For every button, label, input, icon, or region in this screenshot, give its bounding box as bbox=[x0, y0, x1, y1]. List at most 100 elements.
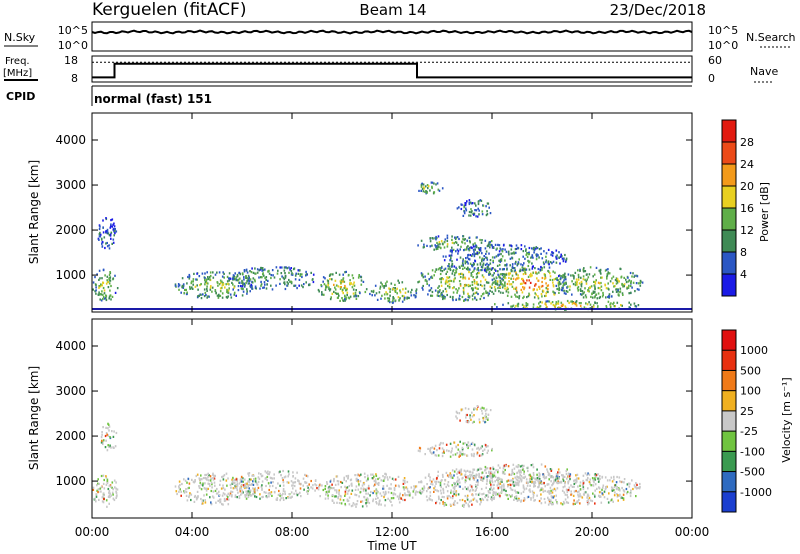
echo-cell bbox=[437, 243, 439, 246]
echo-cell bbox=[345, 270, 347, 273]
echo-cell bbox=[479, 256, 481, 259]
echo-cell bbox=[106, 481, 109, 485]
echo-cell bbox=[476, 252, 479, 255]
echo-cell bbox=[261, 480, 264, 483]
echo-cell bbox=[614, 305, 616, 308]
echo-cell bbox=[399, 291, 402, 294]
echo-cell bbox=[492, 467, 495, 471]
echo-cell bbox=[543, 263, 545, 266]
echo-cell bbox=[428, 278, 430, 281]
echo-cell bbox=[487, 265, 489, 268]
echo-cell bbox=[102, 268, 105, 271]
echo-cell bbox=[451, 484, 454, 487]
echo-cell bbox=[460, 408, 463, 411]
echo-cell bbox=[352, 502, 355, 505]
echo-cell bbox=[240, 485, 243, 488]
echo-cell bbox=[486, 494, 489, 497]
echo-cell bbox=[200, 488, 203, 491]
echo-cell bbox=[461, 449, 464, 452]
echo-cell bbox=[455, 236, 457, 239]
echo-cell bbox=[458, 455, 460, 458]
echo-cell bbox=[253, 278, 256, 281]
echo-cell bbox=[174, 485, 177, 488]
echo-cell bbox=[233, 293, 236, 296]
echo-cell bbox=[350, 505, 353, 508]
echo-cell bbox=[499, 482, 502, 485]
echo-cell bbox=[182, 283, 185, 286]
echo-cell bbox=[517, 482, 520, 485]
echo-cell bbox=[328, 486, 330, 489]
echo-cell bbox=[464, 298, 467, 301]
echo-cell bbox=[464, 473, 467, 476]
echo-cell bbox=[379, 287, 381, 290]
echo-cell bbox=[577, 278, 580, 281]
echo-cell bbox=[109, 289, 111, 292]
echo-cell bbox=[497, 476, 500, 479]
echo-cell bbox=[335, 491, 338, 494]
echo-cell bbox=[386, 293, 388, 296]
echo-cell bbox=[518, 295, 521, 298]
echo-cell bbox=[447, 267, 450, 270]
echo-cell bbox=[238, 482, 241, 485]
echo-cell bbox=[526, 303, 529, 307]
echo-cell bbox=[106, 230, 109, 233]
echo-cell bbox=[402, 479, 405, 482]
echo-cell bbox=[606, 274, 609, 277]
echo-cell bbox=[471, 246, 473, 250]
echo-cell bbox=[434, 485, 436, 488]
echo-cell bbox=[206, 289, 208, 292]
echo-cell bbox=[333, 478, 335, 481]
echo-cell bbox=[101, 240, 104, 244]
echo-cell bbox=[205, 493, 208, 496]
echo-cell bbox=[594, 282, 597, 285]
echo-cell bbox=[480, 487, 483, 491]
echo-cell bbox=[457, 443, 459, 447]
echo-cell bbox=[454, 272, 456, 275]
power-echo-region bbox=[442, 243, 568, 273]
echo-cell bbox=[466, 476, 468, 479]
echo-cell bbox=[439, 295, 441, 298]
echo-cell bbox=[324, 277, 326, 280]
echo-cell bbox=[491, 447, 493, 451]
echo-cell bbox=[265, 276, 268, 279]
echo-cell bbox=[468, 214, 470, 217]
echo-cell bbox=[271, 288, 274, 291]
echo-cell bbox=[450, 279, 453, 283]
echo-cell bbox=[582, 479, 584, 482]
echo-cell bbox=[350, 482, 353, 485]
echo-cell bbox=[452, 248, 455, 251]
echo-cell bbox=[485, 486, 487, 489]
echo-cell bbox=[353, 281, 355, 284]
echo-cell bbox=[175, 490, 178, 493]
echo-cell bbox=[246, 492, 249, 495]
echo-cell bbox=[463, 453, 466, 456]
echo-cell bbox=[617, 293, 620, 296]
echo-cell bbox=[221, 475, 223, 479]
echo-cell bbox=[623, 283, 626, 286]
echo-cell bbox=[346, 498, 349, 501]
echo-cell bbox=[215, 291, 217, 294]
echo-cell bbox=[532, 271, 535, 274]
echo-cell bbox=[541, 284, 544, 288]
echo-cell bbox=[194, 480, 196, 483]
echo-cell bbox=[267, 279, 269, 282]
echo-cell bbox=[363, 481, 365, 485]
echo-cell bbox=[628, 292, 630, 295]
echo-cell bbox=[261, 488, 263, 491]
echo-cell bbox=[431, 269, 434, 272]
echo-cell bbox=[534, 283, 537, 286]
echo-cell bbox=[109, 445, 112, 448]
echo-cell bbox=[476, 447, 478, 450]
echo-cell bbox=[570, 493, 572, 496]
echo-cell bbox=[530, 275, 532, 278]
y-tick-label: 4000 bbox=[55, 133, 86, 147]
echo-cell bbox=[240, 284, 242, 288]
echo-cell bbox=[439, 269, 442, 272]
echo-cell bbox=[178, 485, 180, 488]
echo-cell bbox=[254, 495, 256, 498]
echo-cell bbox=[610, 476, 613, 479]
echo-cell bbox=[483, 255, 485, 258]
echo-cell bbox=[434, 480, 436, 483]
echo-cell bbox=[496, 264, 499, 267]
echo-cell bbox=[550, 302, 552, 305]
